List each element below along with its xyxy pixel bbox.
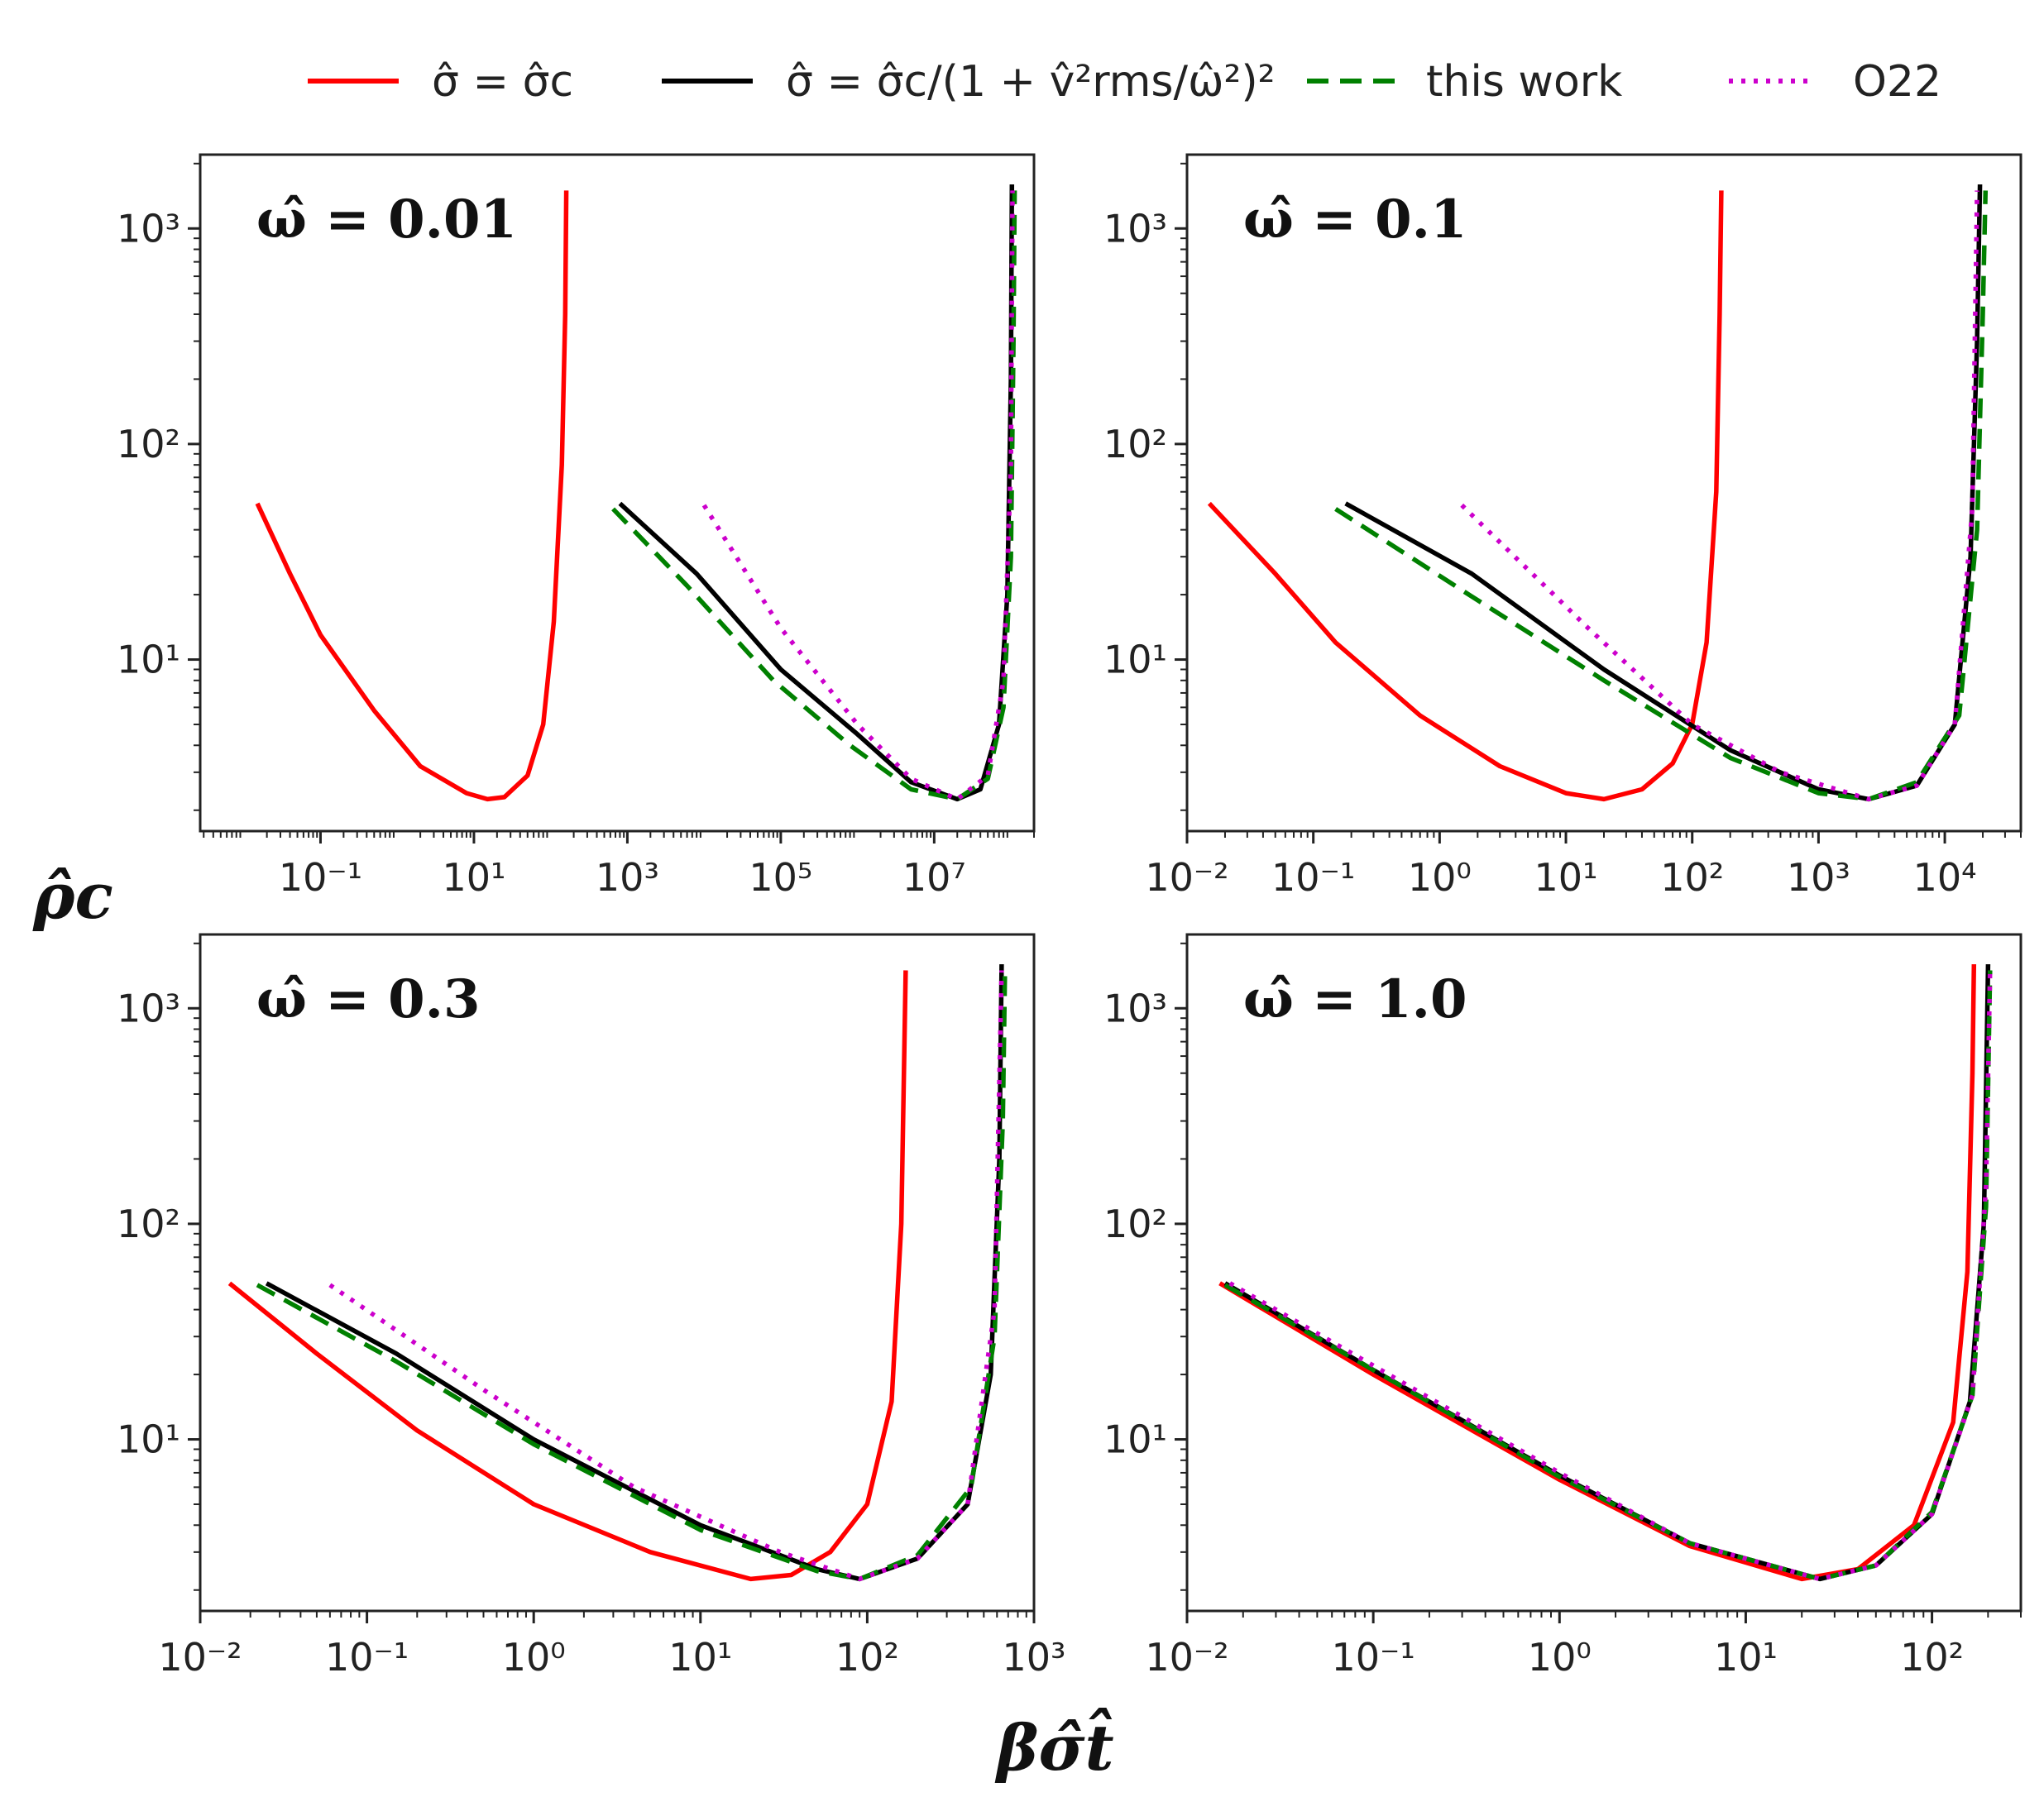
legend-label-magenta: O22 [1853,57,1941,107]
x-tick-label: 10⁴ [1913,855,1977,900]
x-tick-label: 10³ [1003,1635,1066,1680]
panel-label: ω̂ = 0.3 [256,968,480,1030]
series-line-red [227,970,908,1582]
x-tick-label: 10⁻² [1145,1635,1228,1680]
y-tick-label: 10³ [117,206,180,251]
y-tick-label: 10³ [117,986,180,1030]
legend-entry-magenta: O22 [1729,57,1941,107]
series-line-green [611,190,1017,802]
y-tick-label: 10² [117,422,180,466]
x-tick-label: 10⁻¹ [279,855,362,900]
series-line-red [1218,963,1977,1582]
series-line-red [1207,190,1724,802]
x-tick-label: 10⁰ [1408,855,1472,900]
x-tick-label: 10⁻¹ [1332,1635,1415,1680]
x-tick-label: 10⁷ [902,855,966,900]
panel-label: ω̂ = 0.1 [1243,189,1467,251]
x-tick-label: 10⁰ [502,1635,566,1680]
series-line-black [618,184,1015,802]
x-tick-label: 10¹ [668,1635,732,1680]
y-tick-label: 10³ [1103,206,1167,251]
y-tick-label: 10² [117,1202,180,1246]
x-tick-label: 10² [1900,1635,1964,1680]
plot-frame [199,153,1036,833]
panel-4: 10⁻² 10⁻¹ 10⁰ 10¹ 10² 10¹ 10² 10³ ω̂ = 1.0 [1103,933,2022,1680]
legend-label-green: this work [1426,57,1622,107]
y-tick-label: 10³ [1103,986,1167,1030]
x-tick-label: 10⁻² [158,1635,242,1680]
plot-frame [199,933,1036,1613]
y-axis-title: ρ̂c [32,859,113,933]
panel-label: ω̂ = 0.01 [256,189,517,251]
legend-label-red: σ̂ = σ̂c [432,57,573,107]
series-line-magenta [1460,190,1979,802]
plot-frame [1185,933,2022,1613]
x-tick-label: 10⁰ [1528,1635,1592,1680]
panel-3: 10⁻² 10⁻¹ 10⁰ 10¹ 10² 10³ 10¹ 10² 10³ ω̂ = 0.3 [117,933,1066,1680]
x-tick-label: 10² [835,1635,899,1680]
x-tick-label: 10⁻¹ [1271,855,1355,900]
x-tick-label: 10³ [596,855,659,900]
legend-entry-black: σ̂ = σ̂c/(1 + v̂²rms/ω̂²)² [662,57,1276,107]
series-line-magenta [701,190,1015,802]
series-line-red [255,190,569,802]
x-tick-label: 10⁻¹ [325,1635,409,1680]
y-tick-label: 10¹ [1103,1417,1167,1462]
x-tick-label: 10³ [1787,855,1850,900]
y-tick-label: 10¹ [117,1417,180,1462]
legend-label-black: σ̂ = σ̂c/(1 + v̂²rms/ω̂²)² [786,57,1276,107]
series-line-black [265,963,1004,1582]
series-line-green [1223,970,1993,1582]
y-tick-label: 10² [1103,422,1167,466]
x-tick-label: 10¹ [1534,855,1598,900]
x-tick-label: 10⁻² [1145,855,1228,900]
series-line-magenta [328,970,1004,1582]
legend-entry-red: σ̂ = σ̂c [308,57,573,107]
series-line-black [1344,184,1983,802]
series-line-black [1223,963,1991,1582]
legend: σ̂ = σ̂c σ̂ = σ̂c/(1 + v̂²rms/ω̂²)² this… [308,57,1941,107]
y-tick-label: 10² [1103,1202,1167,1246]
panel-label: ω̂ = 1.0 [1243,968,1467,1030]
x-axis-title: βσ̂t̂ [994,1708,1114,1785]
series-line-magenta [1228,970,1993,1582]
panel-1: 10⁻¹ 10¹ 10³ 10⁵ 10⁷ 10¹ 10² 10³ ω̂ = 0.01 [117,153,1036,900]
x-tick-label: 10⁵ [749,855,812,900]
y-tick-label: 10¹ [1103,638,1167,682]
x-tick-label: 10¹ [1714,1635,1778,1680]
plot-frame [1185,153,2022,833]
legend-entry-green: this work [1307,57,1622,107]
y-tick-label: 10¹ [117,638,180,682]
panel-2: 10⁻² 10⁻¹ 10⁰ 10¹ 10² 10³ 10⁴ 10¹ 10² 10³ ω̂ = 0.1 [1103,153,2022,900]
x-tick-label: 10² [1660,855,1724,900]
x-tick-label: 10¹ [442,855,505,900]
